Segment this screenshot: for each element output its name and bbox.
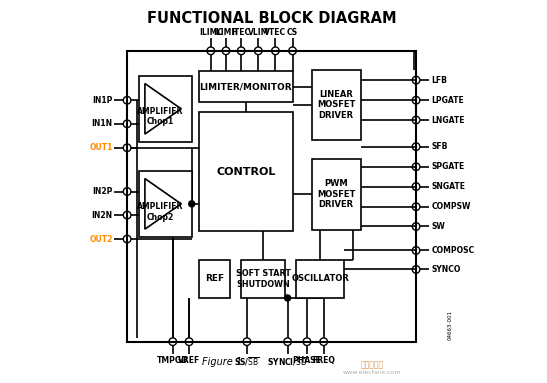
Text: SNGATE: SNGATE: [431, 182, 465, 191]
Text: IN2N: IN2N: [91, 211, 113, 219]
Text: LFB: LFB: [431, 75, 447, 85]
Text: OUT2: OUT2: [89, 234, 113, 244]
Text: LNGATE: LNGATE: [431, 116, 465, 124]
Text: LPGATE: LPGATE: [431, 96, 464, 105]
Text: SOFT START
SHUTDOWN: SOFT START SHUTDOWN: [236, 269, 290, 289]
Text: ILIMH: ILIMH: [213, 28, 238, 37]
Polygon shape: [145, 83, 181, 134]
Text: SYNCO: SYNCO: [431, 265, 461, 274]
Text: SW: SW: [431, 222, 445, 231]
Text: SPGATE: SPGATE: [431, 162, 464, 171]
Bar: [199, 71, 293, 102]
Text: TMPGD: TMPGD: [157, 356, 189, 365]
Text: ITEC: ITEC: [231, 28, 251, 37]
Text: CONTROL: CONTROL: [216, 167, 276, 177]
Polygon shape: [145, 178, 181, 229]
Text: LIMITER/MONITOR: LIMITER/MONITOR: [200, 82, 292, 91]
Text: SFB: SFB: [431, 142, 447, 151]
Text: ILIMC: ILIMC: [199, 28, 223, 37]
Text: PHASE: PHASE: [293, 356, 321, 365]
Text: AMPLIFIER
Chop2: AMPLIFIER Chop2: [137, 202, 183, 221]
Text: OUT1: OUT1: [89, 143, 113, 152]
Circle shape: [189, 201, 195, 207]
Text: 电子发烧友: 电子发烧友: [361, 360, 384, 369]
Text: COMPSW: COMPSW: [431, 202, 470, 211]
Text: IN2P: IN2P: [92, 187, 113, 196]
Bar: [296, 260, 344, 298]
Circle shape: [284, 295, 290, 301]
Text: VLIM: VLIM: [248, 28, 269, 37]
Bar: [241, 260, 285, 298]
Bar: [138, 75, 192, 142]
Text: CS: CS: [287, 28, 298, 37]
Text: FREQ: FREQ: [312, 356, 335, 365]
Bar: [138, 170, 192, 237]
Text: OSCILLATOR: OSCILLATOR: [291, 275, 349, 283]
Text: VREF: VREF: [178, 356, 200, 365]
Text: COMPOSC: COMPOSC: [431, 246, 474, 255]
Text: 04663-001: 04663-001: [448, 309, 453, 340]
Bar: [127, 51, 416, 342]
Text: REF: REF: [205, 275, 224, 283]
Text: AMPLIFIER
Chop1: AMPLIFIER Chop1: [137, 107, 183, 126]
Text: PWM
MOSFET
DRIVER: PWM MOSFET DRIVER: [317, 180, 356, 209]
Text: www.elecfans.com: www.elecfans.com: [343, 370, 401, 375]
Bar: [199, 260, 230, 298]
Text: SS/$\overline{\rm{SB}}$: SS/$\overline{\rm{SB}}$: [234, 355, 260, 368]
Text: FUNCTIONAL BLOCK DIAGRAM: FUNCTIONAL BLOCK DIAGRAM: [147, 11, 397, 26]
Bar: [312, 70, 361, 140]
Text: SYNCI/$\overline{\rm{SD}}$: SYNCI/$\overline{\rm{SD}}$: [267, 355, 308, 368]
Text: Figure 1.: Figure 1.: [202, 357, 246, 367]
Text: IN1N: IN1N: [91, 119, 113, 128]
Text: VTEC: VTEC: [264, 28, 287, 37]
Text: IN1P: IN1P: [92, 96, 113, 105]
Bar: [199, 112, 293, 231]
Bar: [312, 159, 361, 229]
Text: LINEAR
MOSFET
DRIVER: LINEAR MOSFET DRIVER: [317, 90, 356, 120]
